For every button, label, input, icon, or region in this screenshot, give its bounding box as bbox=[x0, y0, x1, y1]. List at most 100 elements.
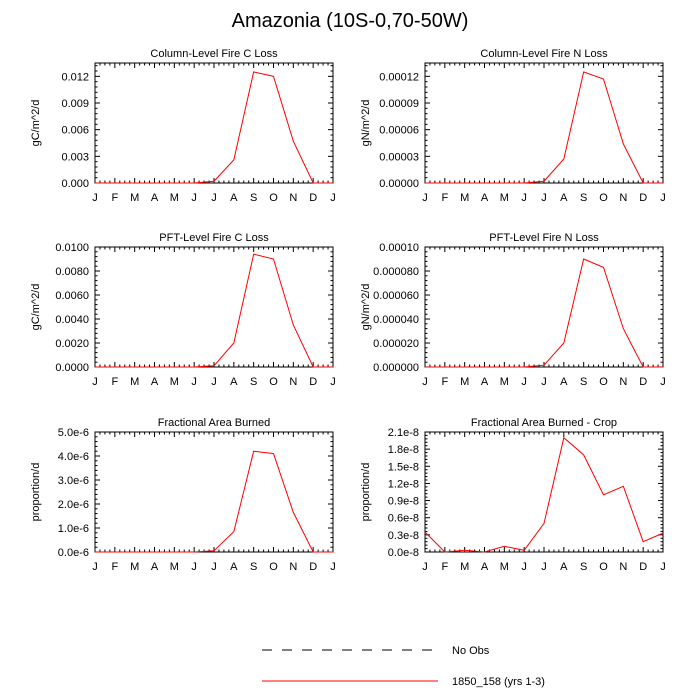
y-tick-label: 0.0100 bbox=[55, 242, 89, 254]
x-tick-label: M bbox=[460, 376, 469, 388]
x-tick-label: A bbox=[481, 561, 489, 573]
x-tick-label: J bbox=[660, 192, 666, 204]
x-tick-label: J bbox=[541, 192, 547, 204]
y-tick-label: 1.5e-8 bbox=[388, 461, 419, 473]
x-tick-label: J bbox=[521, 376, 527, 388]
y-axis-label: proportion/d bbox=[30, 463, 42, 522]
x-tick-label: A bbox=[151, 192, 159, 204]
x-tick-label: N bbox=[289, 561, 297, 573]
x-tick-label: J bbox=[211, 561, 217, 573]
x-tick-label: J bbox=[330, 376, 336, 388]
panel-title: PFT-Level Fire N Loss bbox=[489, 232, 599, 244]
series-line bbox=[95, 253, 333, 368]
x-tick-label: J bbox=[422, 192, 428, 204]
x-tick-label: J bbox=[660, 561, 666, 573]
x-tick-label: J bbox=[541, 561, 547, 573]
x-tick-label: A bbox=[560, 561, 568, 573]
series-line bbox=[425, 258, 663, 368]
x-tick-label: F bbox=[441, 561, 448, 573]
y-tick-label: 0.000080 bbox=[373, 266, 419, 278]
x-tick-label: M bbox=[130, 376, 139, 388]
series-line bbox=[95, 450, 333, 553]
x-tick-label: J bbox=[211, 192, 217, 204]
x-tick-label: S bbox=[580, 561, 587, 573]
panel-title: PFT-Level Fire C Loss bbox=[159, 232, 269, 244]
y-tick-label: 1.8e-8 bbox=[388, 444, 419, 456]
y-tick-label: 5.0e-6 bbox=[58, 427, 89, 439]
x-tick-label: N bbox=[619, 376, 627, 388]
x-tick-label: J bbox=[191, 376, 197, 388]
x-tick-label: D bbox=[309, 561, 317, 573]
x-tick-label: F bbox=[111, 376, 118, 388]
x-tick-label: A bbox=[481, 376, 489, 388]
y-tick-label: 0.012 bbox=[61, 71, 89, 83]
y-tick-label: 0.6e-8 bbox=[388, 513, 419, 525]
panel-title: Fractional Area Burned - Crop bbox=[471, 417, 617, 429]
x-tick-label: F bbox=[111, 192, 118, 204]
y-tick-label: 1.0e-6 bbox=[58, 523, 89, 535]
y-tick-label: 0.009 bbox=[61, 98, 89, 110]
x-tick-label: A bbox=[230, 561, 238, 573]
x-tick-label: O bbox=[599, 192, 608, 204]
y-tick-label: 2.1e-8 bbox=[388, 427, 419, 439]
y-tick-label: 0.000 bbox=[61, 178, 89, 190]
y-tick-label: 0.0e-8 bbox=[388, 547, 419, 559]
y-tick-label: 0.00006 bbox=[379, 125, 419, 137]
x-tick-label: S bbox=[250, 192, 257, 204]
legend-model-label: 1850_158 (yrs 1-3) bbox=[452, 676, 545, 688]
y-tick-label: 0.000060 bbox=[373, 290, 419, 302]
x-tick-label: M bbox=[500, 192, 509, 204]
panel-title: Column-Level Fire C Loss bbox=[150, 48, 278, 60]
x-tick-label: J bbox=[191, 192, 197, 204]
y-axis-label: proportion/d bbox=[360, 463, 372, 522]
x-tick-label: A bbox=[560, 192, 568, 204]
y-tick-label: 0.9e-8 bbox=[388, 496, 419, 508]
x-tick-label: J bbox=[422, 376, 428, 388]
y-tick-label: 4.0e-6 bbox=[58, 451, 89, 463]
x-tick-label: O bbox=[269, 561, 278, 573]
y-axis-label: gC/m^2/d bbox=[30, 284, 42, 331]
y-tick-label: 0.0060 bbox=[55, 290, 89, 302]
x-tick-label: A bbox=[481, 192, 489, 204]
x-tick-label: F bbox=[441, 192, 448, 204]
x-tick-label: N bbox=[289, 192, 297, 204]
x-tick-label: D bbox=[639, 376, 647, 388]
x-tick-label: S bbox=[580, 376, 587, 388]
x-tick-label: J bbox=[92, 192, 98, 204]
x-tick-label: N bbox=[619, 561, 627, 573]
x-tick-label: A bbox=[230, 192, 238, 204]
x-tick-label: D bbox=[639, 561, 647, 573]
x-tick-label: S bbox=[250, 561, 257, 573]
y-tick-label: 0.0000 bbox=[55, 362, 89, 374]
series-line bbox=[425, 71, 663, 184]
x-tick-label: M bbox=[500, 376, 509, 388]
y-tick-label: 0.0e-6 bbox=[58, 547, 89, 559]
y-axis-label: gN/m^2/d bbox=[360, 100, 372, 147]
x-tick-label: J bbox=[521, 192, 527, 204]
x-tick-label: N bbox=[289, 376, 297, 388]
x-tick-label: D bbox=[639, 192, 647, 204]
y-tick-label: 0.00009 bbox=[379, 98, 419, 110]
x-tick-label: J bbox=[660, 376, 666, 388]
legend-obs-label: No Obs bbox=[452, 645, 490, 657]
x-tick-label: D bbox=[309, 376, 317, 388]
x-tick-label: J bbox=[92, 376, 98, 388]
x-tick-label: J bbox=[541, 376, 547, 388]
x-tick-label: A bbox=[151, 376, 159, 388]
y-axis-label: gC/m^2/d bbox=[30, 100, 42, 147]
y-tick-label: 2.0e-6 bbox=[58, 499, 89, 511]
y-tick-label: 3.0e-6 bbox=[58, 475, 89, 487]
series-line bbox=[424, 436, 664, 553]
x-tick-label: J bbox=[191, 561, 197, 573]
y-tick-label: 0.0080 bbox=[55, 266, 89, 278]
y-tick-label: 0.003 bbox=[61, 151, 89, 163]
x-tick-label: S bbox=[250, 376, 257, 388]
y-tick-label: 0.006 bbox=[61, 125, 89, 137]
